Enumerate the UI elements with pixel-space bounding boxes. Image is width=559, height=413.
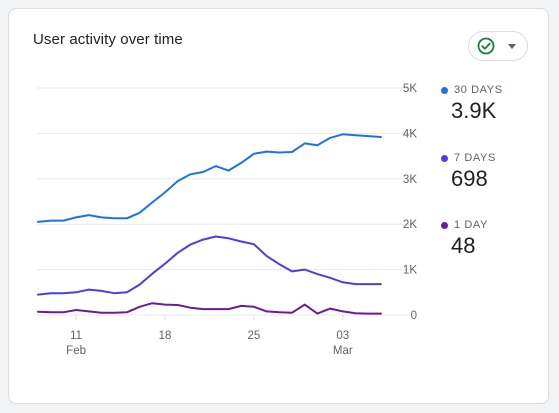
legend-dot-1-day (441, 221, 448, 229)
series-line-7-days (37, 235, 382, 296)
x-tick-sublabel: Feb (66, 345, 86, 357)
legend-label-1-day: 1 DAY (454, 219, 488, 231)
user-activity-card: User activity over time 0 1K 2K 3K 4K 5K 11 Feb… (8, 8, 549, 404)
series-line-1-day (37, 302, 382, 315)
legend-dot-30-days (441, 86, 448, 94)
y-tick-label: 4K (403, 128, 417, 140)
y-tick-label: 1K (403, 265, 417, 277)
legend-7-days: 7 DAYS 698 (441, 151, 496, 192)
series-line-30-days (37, 133, 382, 223)
y-tick-label: 0 (411, 310, 417, 322)
status-dropdown-button[interactable] (468, 31, 528, 61)
card-title: User activity over time (33, 31, 183, 48)
x-tick-label: 03 (336, 330, 349, 342)
x-tick-label: 18 (159, 330, 172, 342)
x-tick-sublabel: Mar (333, 345, 353, 357)
legend-1-day: 1 DAY 48 (441, 218, 488, 259)
user-activity-chart: 0 1K 2K 3K 4K 5K 11 Feb 18 25 03 Mar (37, 83, 417, 357)
legend-value-30-days: 3.9K (451, 98, 497, 123)
legend-label-7-days: 7 DAYS (454, 152, 496, 164)
y-tick-label: 5K (403, 83, 417, 95)
y-tick-label: 3K (403, 174, 417, 186)
y-tick-label: 2K (403, 219, 417, 231)
x-tick-label: 11 (70, 330, 82, 342)
legend-label-30-days: 30 DAYS (454, 84, 503, 96)
legend-value-7-days: 698 (451, 166, 488, 191)
legend-30-days: 30 DAYS 3.9K (441, 83, 503, 124)
legend-dot-7-days (441, 154, 448, 162)
check-circle-icon (477, 37, 495, 55)
legend-value-1-day: 48 (451, 233, 476, 258)
x-tick-label: 25 (248, 330, 261, 342)
caret-down-icon (508, 44, 516, 49)
